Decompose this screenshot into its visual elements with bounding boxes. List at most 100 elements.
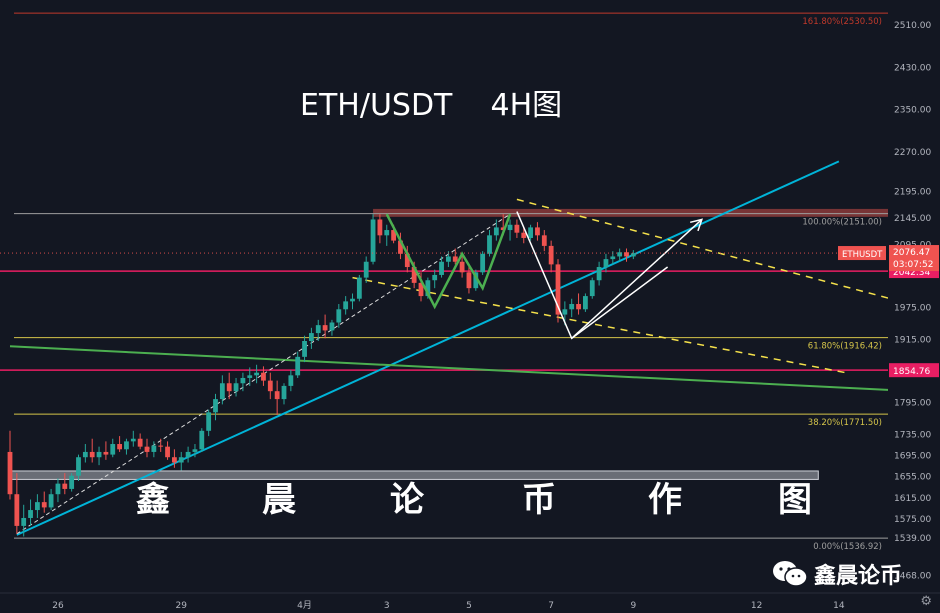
symbol-tag-bg <box>838 246 886 261</box>
x-tick-label: 26 <box>52 601 64 611</box>
candle-body <box>404 253 410 268</box>
resistance-zone <box>373 208 894 217</box>
y-tick-label: 1615.00 <box>894 494 931 504</box>
candle-body <box>137 438 143 447</box>
candle-body <box>583 296 588 310</box>
candle-body <box>343 301 349 310</box>
gear-icon[interactable]: ⚙ <box>920 594 932 609</box>
candle-body <box>178 457 184 463</box>
y-tick-label: 1795.00 <box>894 399 931 409</box>
candle-body <box>624 252 629 257</box>
candle-body <box>226 383 232 392</box>
candle-body <box>233 383 239 392</box>
candle-body <box>185 451 191 458</box>
candle-body <box>562 309 568 315</box>
candle-body <box>206 412 212 431</box>
candle-body <box>41 502 47 508</box>
candle-body <box>322 325 328 331</box>
candle-body <box>569 304 575 310</box>
candle-body <box>55 483 61 495</box>
candle-body <box>439 261 444 275</box>
candle-body <box>124 441 129 450</box>
green-w-pattern <box>385 213 512 310</box>
candle-body <box>425 280 431 297</box>
candle-body <box>172 457 177 463</box>
candle-body <box>247 375 253 378</box>
candle-body <box>446 256 451 262</box>
candle-body <box>295 356 301 376</box>
candle-body <box>261 372 266 381</box>
candle-body <box>144 446 150 452</box>
candle-body <box>48 494 54 508</box>
candle-body <box>466 272 472 289</box>
y-tick-label: 1735.00 <box>894 430 931 440</box>
x-tick-label: 12 <box>751 601 762 611</box>
candle-body <box>69 475 75 489</box>
candle-body <box>21 517 27 526</box>
candle-body <box>240 377 246 384</box>
candle-body <box>110 444 116 455</box>
current-price-value: 2076.47 <box>893 248 930 258</box>
x-tick-label: 9 <box>630 601 636 611</box>
watermark-char: 论 <box>390 480 424 520</box>
wechat-icon <box>772 560 808 588</box>
y-tick-label: 2195.00 <box>894 187 931 197</box>
y-tick-label: 2270.00 <box>894 148 931 158</box>
current-price-countdown: 03:07:52 <box>893 260 933 270</box>
white-arrow <box>571 218 703 339</box>
candle-body <box>514 224 520 233</box>
candle-body <box>500 227 506 231</box>
fib-38-label: 38.20%(1771.50) <box>808 418 882 428</box>
candle-body <box>315 325 321 334</box>
candle-body <box>521 232 527 238</box>
y-tick-label: 1915.00 <box>894 335 931 345</box>
x-tick-label: 14 <box>833 601 845 611</box>
candle-body <box>281 385 287 400</box>
candle-body <box>82 451 88 458</box>
candle-body <box>535 227 540 236</box>
candle-body <box>151 445 157 452</box>
y-tick-label: 2510.00 <box>894 21 931 31</box>
candle-body <box>219 383 225 400</box>
brand-name: 鑫晨论币 <box>814 564 903 589</box>
y-tick-label: 1695.00 <box>894 452 931 462</box>
y-tick-label: 1655.00 <box>894 473 931 483</box>
fib-100-label: 100.00%(2151.00) <box>802 218 882 228</box>
watermark-char: 晨 <box>262 480 296 520</box>
candle-body <box>377 219 383 236</box>
y-tick-label: 2430.00 <box>894 63 931 73</box>
candle-body <box>452 256 458 262</box>
dashed-channel-bottom <box>352 276 846 374</box>
watermark-char: 币 <box>522 480 556 520</box>
fib-61-label: 61.80%(1916.42) <box>808 342 882 352</box>
candle-body <box>96 451 102 458</box>
dashed-channel-top <box>516 198 901 303</box>
cyan-uptrend <box>16 160 840 536</box>
candle-body <box>603 259 609 268</box>
symbol-tag-label: ETHUSDT <box>842 250 883 260</box>
candle-body <box>398 240 403 254</box>
candle-body <box>370 219 376 262</box>
candle-body <box>610 256 616 260</box>
candle-body <box>493 227 499 236</box>
watermark-char: 图 <box>778 480 812 520</box>
candle-body <box>130 438 136 442</box>
candle-body <box>35 502 40 511</box>
chart-title: ETH/USDT 4H图 <box>300 88 563 123</box>
fib-0-label: 0.00%(1536.92) <box>813 542 882 552</box>
candle-body <box>630 253 636 257</box>
candle-body <box>89 451 95 458</box>
green-downtrend <box>9 345 940 394</box>
candle-body <box>596 267 602 281</box>
price-tag-label: 1854.76 <box>893 367 930 377</box>
watermark-char: 作 <box>648 480 682 520</box>
y-tick-label: 1575.00 <box>894 515 931 525</box>
candle-body <box>7 451 13 495</box>
candle-body <box>473 272 479 289</box>
candle-body <box>199 430 205 450</box>
candle-body <box>213 399 218 413</box>
candle-body <box>254 372 259 376</box>
candle-body <box>336 309 342 323</box>
candle-body <box>350 298 355 302</box>
